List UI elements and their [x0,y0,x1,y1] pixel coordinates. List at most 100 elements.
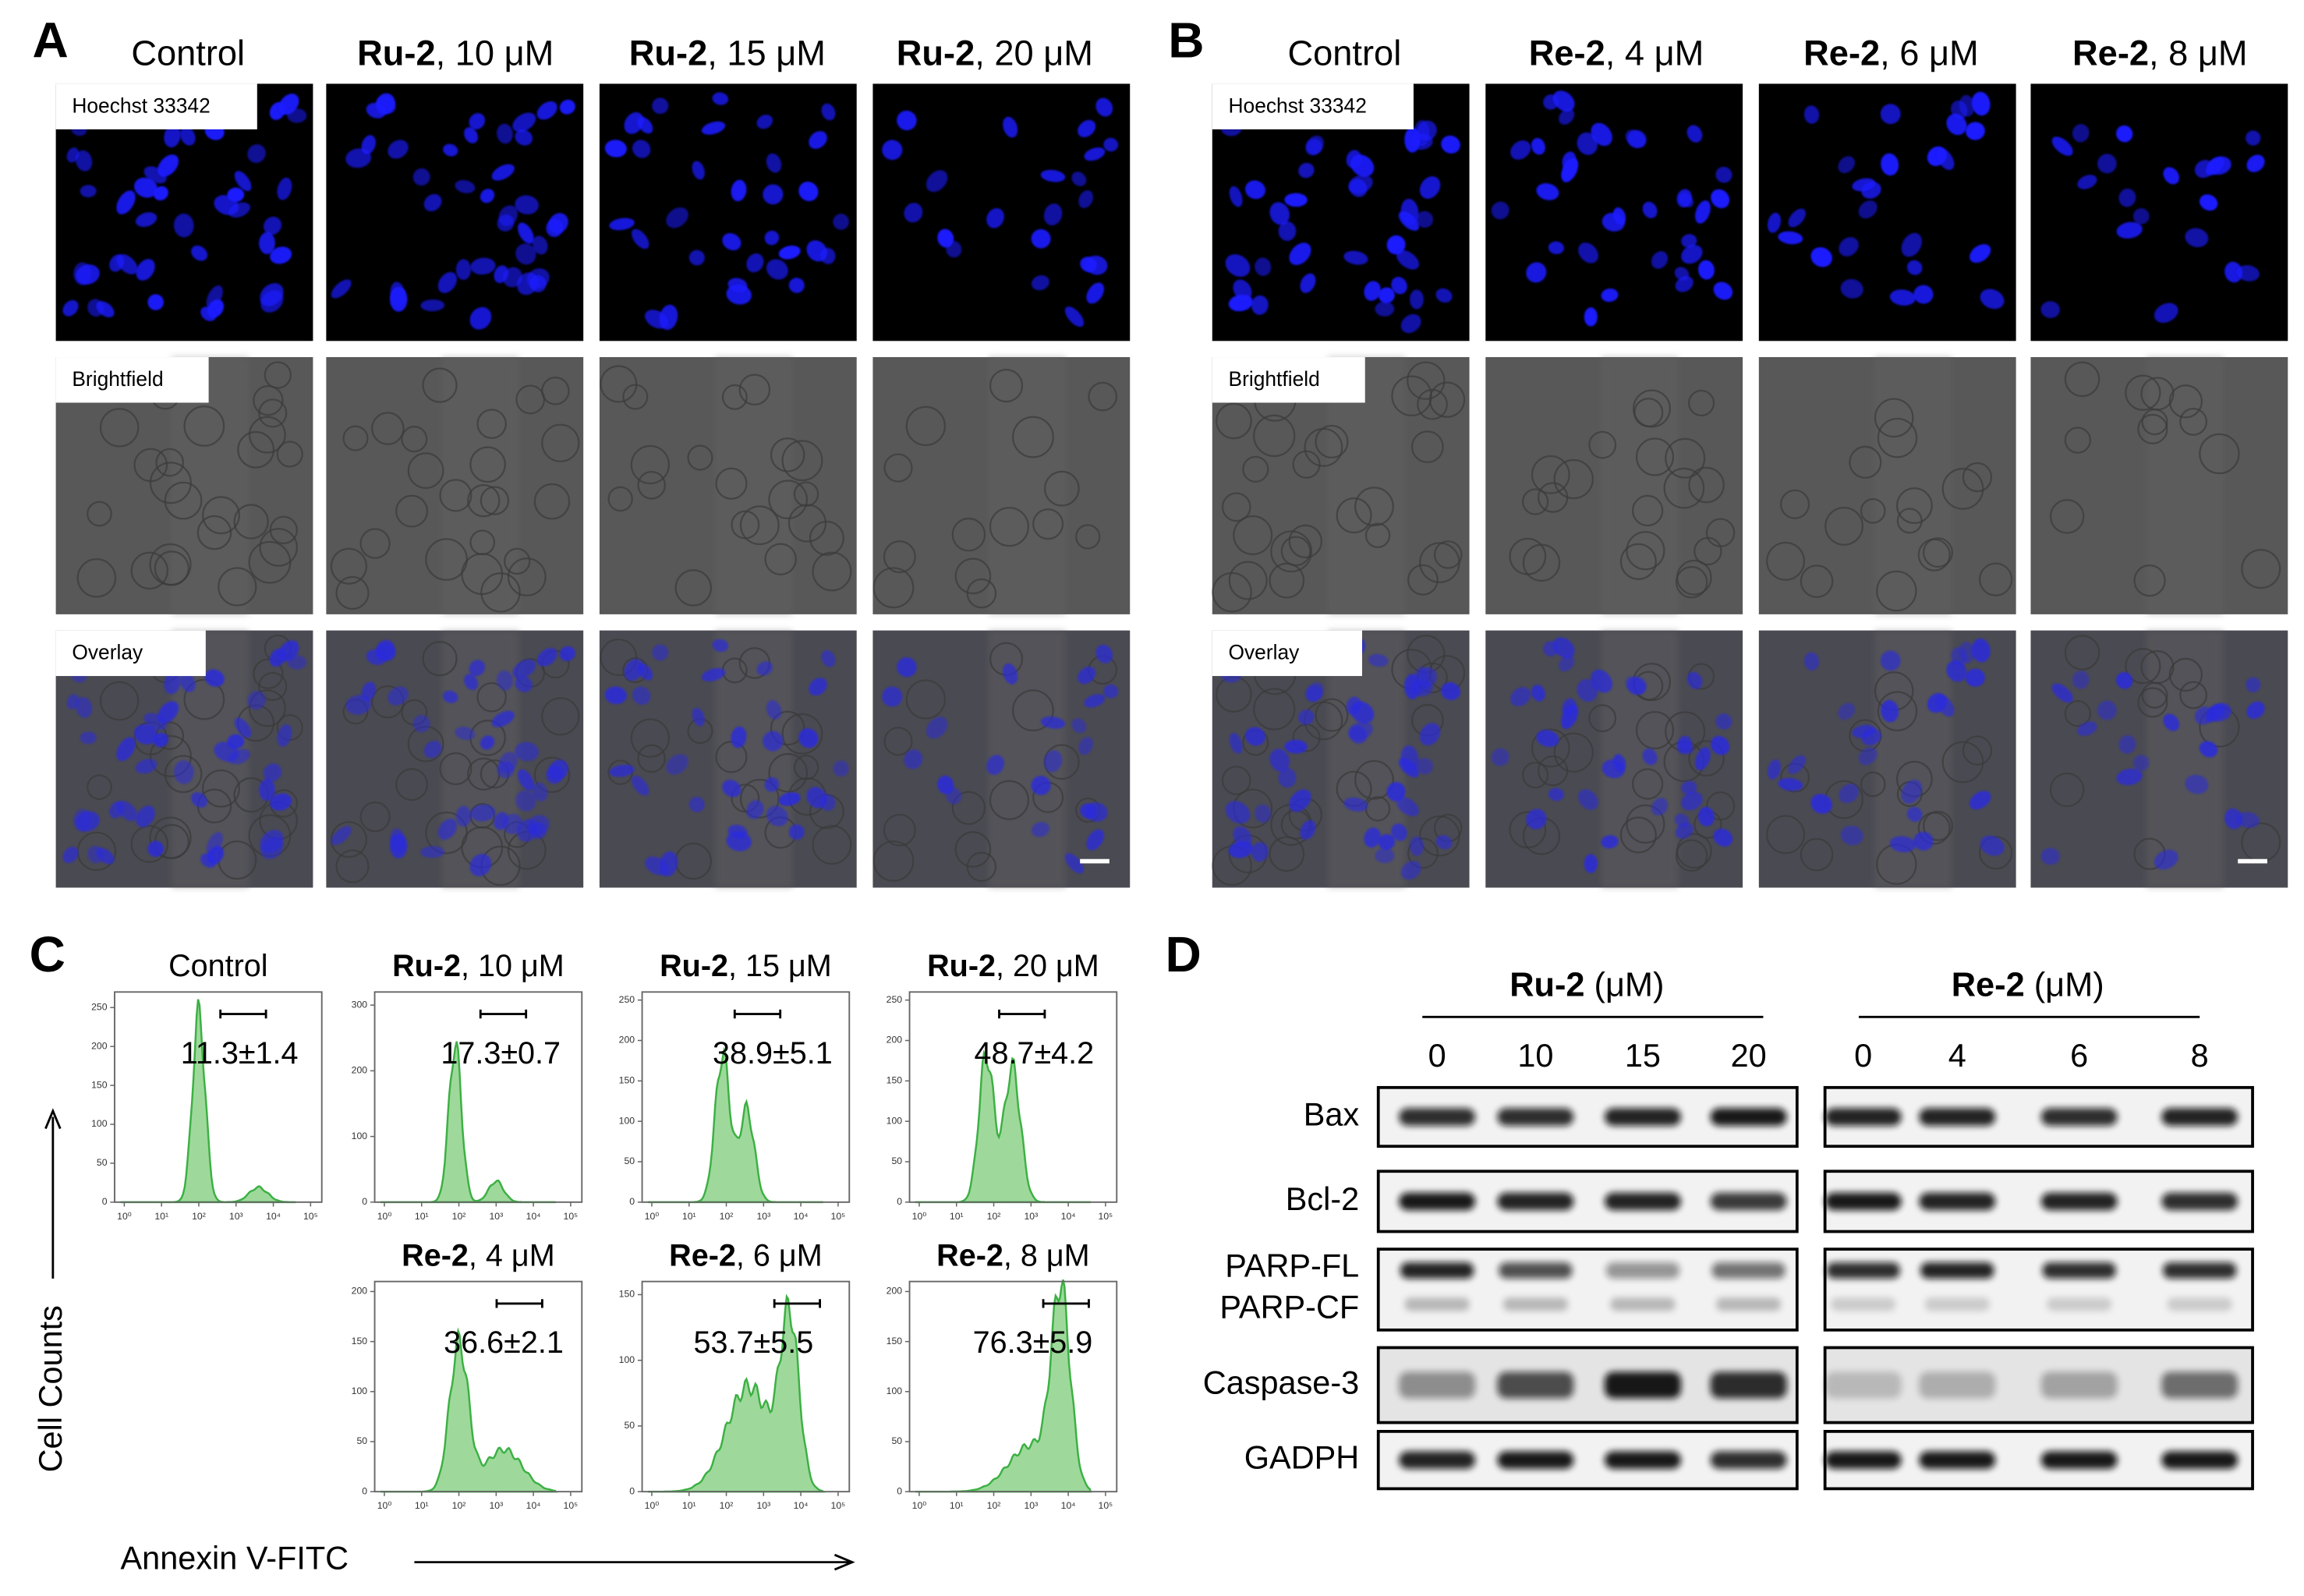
band [1604,1192,1681,1211]
plot-frame [641,1280,851,1493]
nucleus [62,847,79,863]
x-tick-label: 10¹ [154,1211,168,1222]
nucleus [173,760,194,784]
band [1497,1371,1574,1399]
annotation: 76.3±5.9 [973,1325,1093,1360]
cell [781,440,823,482]
text-part: (μM) [2025,967,2104,1004]
cell [1800,564,1834,598]
band [1710,1192,1787,1211]
x-tick-label: 10⁵ [564,1500,579,1511]
x-tick-label: 10³ [756,1500,770,1511]
cell [2241,549,2281,589]
nucleus [264,216,282,235]
nucleus [1255,804,1272,823]
cell [395,494,429,528]
nucleus [1913,831,1934,851]
cell [1635,711,1674,750]
nucleus [1305,682,1324,702]
nucleus [1229,732,1243,754]
nucleus [1612,207,1626,225]
y-tick-label: 0 [362,1485,367,1496]
text-part: , 10 μM [436,34,554,73]
nucleus [2132,755,2150,771]
row-label: Caspase-3 [1203,1364,1359,1400]
nucleus [897,657,917,678]
band [1716,1297,1782,1311]
nucleus [2194,706,2214,725]
x-tick-label: 10⁰ [912,1500,927,1511]
panel-label: C [30,926,65,982]
cell [812,551,852,592]
cell [1407,361,1446,400]
x-tick-label: 10² [987,1211,1001,1222]
plot-frame [373,1280,583,1493]
cell [954,557,992,595]
nucleus [1651,798,1669,816]
nucleus [692,161,705,180]
x-tick-label: 10⁵ [564,1211,579,1222]
row-label-box [1212,357,1365,403]
cell [1675,839,1708,872]
nucleus [1681,244,1703,264]
cell [1537,482,1569,513]
nucleus [904,749,923,770]
nucleus [264,763,282,782]
nucleus [1901,232,1923,257]
nucleus [1064,306,1085,327]
cell [1315,698,1349,732]
nucleus [1584,307,1598,327]
nucleus [1071,172,1087,186]
cell [1860,771,1886,798]
y-axis-label: Cell Counts [32,1305,69,1472]
nucleus [778,792,801,806]
annotation: 17.3±0.7 [441,1036,561,1070]
text-part: Control [131,34,245,73]
nucleus [75,696,93,718]
illumination [715,630,793,888]
nucleus [1343,250,1368,265]
nucleus [1642,748,1658,766]
cell [480,486,510,515]
nucleus [788,278,805,293]
cell [1336,497,1372,534]
column-title: Re-2, 8 μM [2072,34,2248,73]
nucleus [532,782,548,802]
nucleus [80,731,97,745]
nucleus [1965,668,1985,687]
nucleus [515,790,536,812]
cell [1509,811,1547,849]
nucleus [517,769,534,791]
nucleus [1695,747,1711,770]
nucleus [1778,231,1803,245]
nucleus [1368,653,1389,667]
cell [1288,524,1322,559]
nucleus [1936,148,1955,171]
nucleus [259,232,276,255]
nucleus [469,660,486,677]
nucleus [389,286,408,312]
x-tick-label: 10⁰ [377,1211,392,1222]
x-tick-label: 10³ [756,1211,770,1222]
nucleus [497,123,513,144]
nucleus [688,796,705,812]
nucleus [1375,848,1395,864]
nucleus [529,822,547,840]
nucleus [1577,678,1598,702]
nucleus [1078,119,1096,138]
cell [1877,417,1918,458]
nucleus [701,667,726,681]
nucleus [1980,835,2005,856]
nucleus [204,669,225,687]
nucleus [833,214,849,230]
nucleus [1950,100,1968,120]
cell [253,658,284,689]
band [1710,1108,1787,1126]
nucleus [1300,819,1316,840]
nucleus [75,150,93,172]
nucleus [2163,713,2180,731]
cell [359,528,391,559]
cell [1877,691,1918,731]
range-bar [998,1009,1046,1019]
nucleus [532,235,548,255]
